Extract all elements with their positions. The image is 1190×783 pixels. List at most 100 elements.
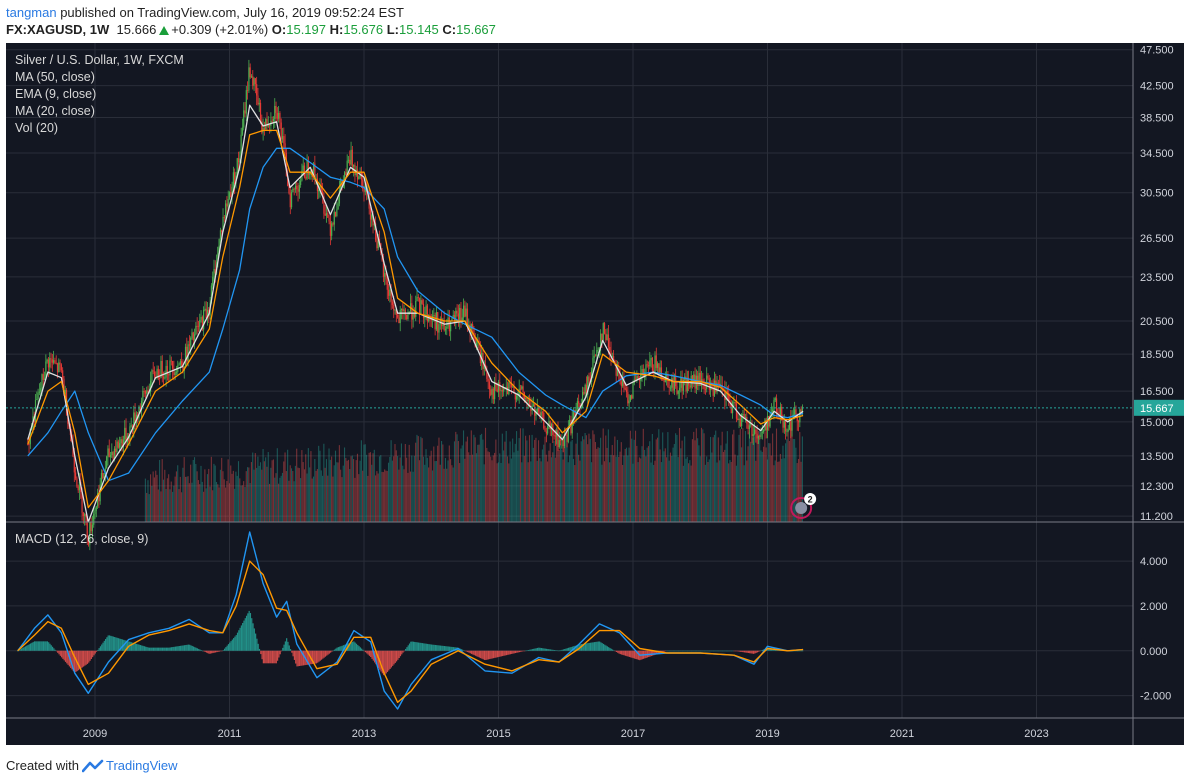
volume-bar bbox=[279, 477, 281, 522]
legend-macd[interactable]: MACD (12, 26, close, 9) bbox=[15, 532, 149, 546]
histogram-bar bbox=[533, 648, 535, 651]
histogram-bar bbox=[624, 650, 627, 656]
volume-bar bbox=[347, 459, 349, 522]
histogram-bar bbox=[411, 641, 413, 651]
candle-body bbox=[191, 332, 193, 338]
candle-body bbox=[773, 400, 775, 410]
histogram-bar bbox=[17, 650, 19, 652]
histogram-bar bbox=[211, 650, 213, 654]
volume-bar bbox=[349, 469, 351, 522]
candle-body bbox=[539, 411, 541, 416]
tradingview-brand[interactable]: TradingView bbox=[105, 758, 178, 773]
candle-body bbox=[566, 435, 568, 442]
histogram-bar bbox=[500, 650, 502, 657]
legend-ma50[interactable]: MA (50, close) bbox=[15, 70, 95, 84]
histogram-bar bbox=[80, 650, 82, 669]
histogram-bar bbox=[560, 650, 562, 651]
histogram-bar bbox=[132, 642, 134, 651]
histogram-bar bbox=[322, 650, 324, 659]
histogram-bar bbox=[83, 650, 85, 667]
candle-body bbox=[46, 359, 48, 362]
candle-body bbox=[162, 376, 165, 379]
candle-body bbox=[775, 398, 778, 413]
candle-body bbox=[77, 486, 79, 491]
histogram-bar bbox=[601, 643, 603, 651]
candle-body bbox=[245, 90, 247, 114]
volume-bar bbox=[496, 463, 498, 522]
candle-body bbox=[143, 390, 145, 392]
volume-bar bbox=[455, 431, 457, 522]
volume-bar bbox=[624, 448, 626, 522]
volume-bar bbox=[610, 454, 612, 522]
histogram-bar bbox=[741, 650, 743, 653]
histogram-bar bbox=[249, 613, 252, 651]
histogram-bar bbox=[61, 650, 63, 658]
histogram-bar bbox=[186, 644, 188, 651]
candle-body bbox=[534, 404, 536, 416]
histogram-bar bbox=[256, 638, 258, 651]
histogram-bar bbox=[499, 650, 501, 657]
histogram-bar bbox=[441, 645, 443, 651]
candle-body bbox=[336, 209, 338, 217]
histogram-bar bbox=[337, 647, 339, 651]
y-tick-label: 42.500 bbox=[1140, 81, 1174, 93]
legend-vol[interactable]: Vol (20) bbox=[15, 121, 59, 135]
candle-body bbox=[212, 276, 214, 286]
volume-bar bbox=[205, 488, 207, 522]
histogram-bar bbox=[536, 647, 539, 651]
author-link[interactable]: tangman bbox=[6, 5, 57, 20]
volume-bar bbox=[206, 474, 209, 522]
candle-body bbox=[297, 189, 299, 192]
legend-ema9[interactable]: EMA (9, close) bbox=[15, 87, 97, 101]
candle-body bbox=[214, 268, 216, 274]
volume-bar bbox=[346, 460, 348, 522]
histogram-bar bbox=[375, 650, 377, 665]
candle-body bbox=[415, 300, 417, 317]
histogram-bar bbox=[155, 647, 157, 651]
candle-body bbox=[508, 382, 510, 395]
candle-body bbox=[27, 444, 29, 445]
histogram-bar bbox=[203, 650, 205, 652]
volume-bar bbox=[252, 452, 254, 522]
histogram-bar bbox=[350, 642, 352, 651]
volume-bar bbox=[376, 471, 378, 522]
histogram-bar bbox=[51, 646, 54, 651]
candle-body bbox=[597, 349, 599, 351]
histogram-bar bbox=[336, 647, 338, 651]
candle-body bbox=[139, 406, 141, 410]
histogram-bar bbox=[212, 650, 214, 654]
candle-body bbox=[218, 239, 220, 247]
candle-body bbox=[640, 373, 642, 381]
event-badge-ring bbox=[790, 497, 813, 519]
volume-bar bbox=[230, 465, 232, 522]
x-tick-label: 2017 bbox=[621, 728, 645, 740]
histogram-bar bbox=[176, 646, 178, 651]
histogram-bar bbox=[156, 647, 158, 651]
volume-bar bbox=[677, 457, 679, 522]
candle-body bbox=[689, 385, 691, 388]
candle-body bbox=[261, 121, 263, 133]
y-tick-label: 12.300 bbox=[1140, 481, 1174, 493]
candle-body bbox=[583, 392, 585, 394]
legend-ma20[interactable]: MA (20, close) bbox=[15, 104, 95, 118]
histogram-bar bbox=[71, 650, 73, 670]
volume-bar bbox=[453, 441, 456, 522]
candle-body bbox=[615, 364, 617, 376]
histogram-bar bbox=[273, 650, 275, 664]
volume-bar bbox=[597, 447, 599, 522]
volume-bar bbox=[631, 438, 633, 522]
volume-bar bbox=[435, 460, 437, 522]
candle-body bbox=[152, 370, 154, 372]
price-chart[interactable]: 2 47.50042.50038.50034.50030.50026.50023… bbox=[6, 43, 1184, 745]
volume-bar bbox=[444, 458, 446, 522]
volume-bar bbox=[292, 470, 294, 522]
candle-body bbox=[193, 334, 196, 341]
volume-bar bbox=[309, 467, 311, 522]
candle-body bbox=[638, 378, 641, 381]
candle-body bbox=[544, 428, 546, 432]
volume-bar bbox=[289, 465, 291, 522]
histogram-bar bbox=[586, 643, 588, 651]
volume-bar bbox=[424, 464, 426, 522]
volume-bar bbox=[196, 471, 198, 522]
candle-body bbox=[649, 360, 651, 367]
